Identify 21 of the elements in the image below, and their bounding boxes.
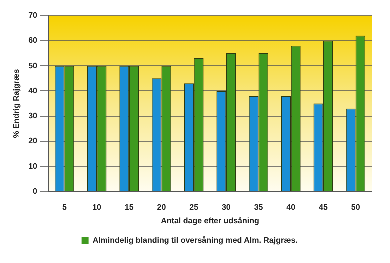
y-tick-label: 10: [28, 162, 38, 171]
x-tick-label: 25: [190, 202, 200, 212]
y-tick-label: 70: [28, 11, 38, 20]
y-tick-label: 50: [28, 61, 38, 70]
y-tick-label: 40: [28, 86, 38, 96]
x-axis-title: Antal dage efter udsåning: [161, 216, 260, 226]
x-tick-label: 20: [157, 202, 167, 212]
y-tick-label: 60: [28, 36, 38, 46]
y-tick-label: 30: [28, 112, 38, 121]
x-tick-label: 40: [286, 202, 296, 212]
x-tick-label: 30: [222, 202, 232, 212]
x-tick-label: 45: [319, 202, 328, 212]
y-tick-label: 20: [28, 136, 38, 146]
x-tick-label: 10: [92, 202, 102, 212]
legend-label: Almindelig blanding til oversåning med Alm. Rajgræs.: [92, 236, 298, 246]
x-tick-label: 35: [254, 202, 264, 212]
x-tick-label: 5: [62, 202, 68, 212]
y-axis-title: % Endrig Rajgræs: [12, 68, 22, 138]
y-tick-label: 0: [33, 187, 38, 196]
x-tick-label: 15: [124, 202, 134, 212]
x-tick-label: 50: [351, 202, 361, 212]
